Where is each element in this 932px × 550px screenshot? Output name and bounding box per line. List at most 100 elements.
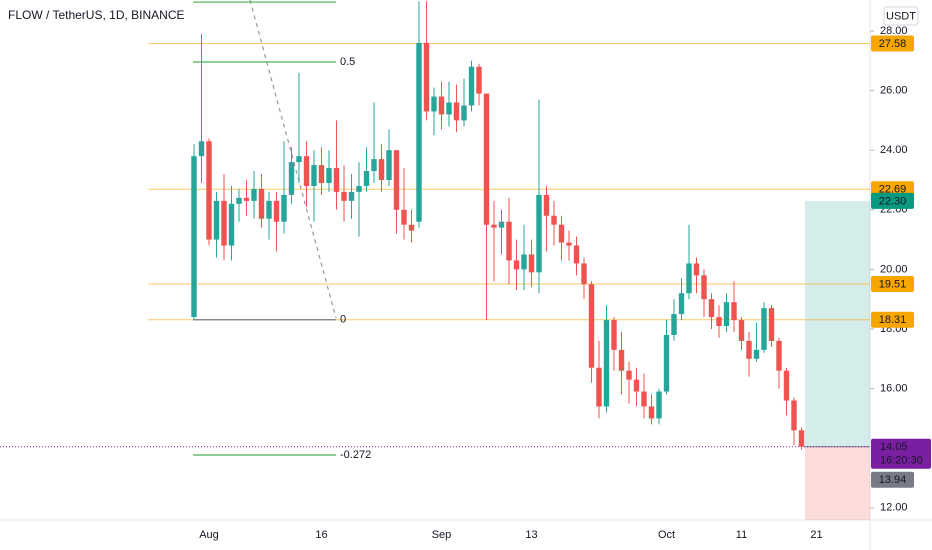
x-tick-label: 11 [736,529,747,541]
candle-body [686,263,692,294]
candle-body [318,165,325,183]
candle-body [236,197,242,204]
candle-body [221,200,227,246]
candle-body [768,308,775,341]
candle-body [281,194,287,222]
candle-body [506,221,512,261]
y-tick-label: 24.00 [880,144,908,156]
candle-body [453,102,460,121]
candle-body [431,96,437,112]
y-tick-label: 28.00 [880,25,908,37]
marker-price-box [871,471,914,488]
candle-body [311,165,317,186]
candle-body [461,105,467,121]
x-tick-label: 13 [525,529,537,541]
candle-body [603,320,610,407]
marker-price-label: 13.94 [879,474,907,486]
fib-label: 0 [340,314,346,326]
level-label: 27.58 [879,38,907,50]
candle-body [528,254,535,273]
target-label-box [871,192,914,209]
candle-body [581,263,587,285]
y-tick-label: 26.00 [880,84,908,96]
loss-zone [805,446,870,520]
candle-body [596,367,602,407]
candle-body [761,308,767,350]
last-price-box [871,438,931,469]
candle-body [363,171,370,186]
level-label-box [871,35,914,52]
candle-body [423,42,430,112]
candle-body [753,349,760,359]
candle-body [558,224,565,243]
candle-body [416,42,422,222]
x-tick-label: Sep [432,529,452,541]
candle-body [521,254,527,270]
currency[interactable]: USDT [886,10,916,22]
candle-body [783,370,790,401]
candle-body [356,185,362,192]
y-tick-label: 12.00 [880,502,908,514]
y-tick-label: 20.00 [880,263,908,275]
currency-box[interactable] [883,6,919,26]
candle-body [626,370,632,380]
candle-body [543,194,550,216]
candle-body [716,317,722,327]
candle-body [693,263,700,276]
trend-line [249,0,337,319]
candle-body [701,275,707,300]
level-label: 22.69 [879,184,907,196]
candle-body [438,96,445,115]
candle-body [498,221,505,228]
candle-body [273,200,280,222]
candle-body [566,242,572,246]
x-tick-label: Aug [199,529,219,541]
candle-body [408,224,415,231]
candle-body [656,391,662,419]
candle-body [288,162,295,195]
candle-body [776,340,782,371]
candle-body [326,168,332,183]
candle-body [303,156,310,186]
level-label-box [871,275,914,292]
candle-body [738,320,745,341]
candle-body [198,141,205,157]
candle-body [228,203,235,246]
candle-body [588,284,595,368]
candle-body [266,200,272,219]
candle-body [671,314,677,335]
level-label-box [871,311,914,328]
candle-body [746,340,752,359]
candle-body [678,293,685,315]
candle-body [206,141,212,240]
x-tick-label: 21 [810,529,822,541]
candle-body [798,430,805,447]
candle-body [663,334,670,392]
candle-body [648,406,655,419]
candle-body [708,299,715,318]
level-label: 19.51 [879,278,907,290]
candle-body [641,391,647,407]
x-tick-label: 16 [315,529,327,541]
candle-body [611,320,617,350]
candle-body [213,200,220,240]
candle-body [191,156,197,318]
fib-label: 0.5 [340,56,355,68]
candle-body [446,102,452,115]
candle-body [341,191,347,201]
level-label: 18.31 [879,314,907,326]
candle-body [401,209,407,225]
candle-body [243,197,250,201]
candle-body [333,168,340,192]
candle-body [731,302,737,321]
last-price-label: 14.05 [880,441,908,453]
fib-label: -0.272 [340,449,371,461]
candle-body [483,93,490,225]
chart-title: FLOW / TetherUS, 1D, BINANCE [8,8,185,22]
y-tick-label: 16.00 [880,382,908,394]
candle-body [258,188,265,219]
candle-body [536,194,542,273]
